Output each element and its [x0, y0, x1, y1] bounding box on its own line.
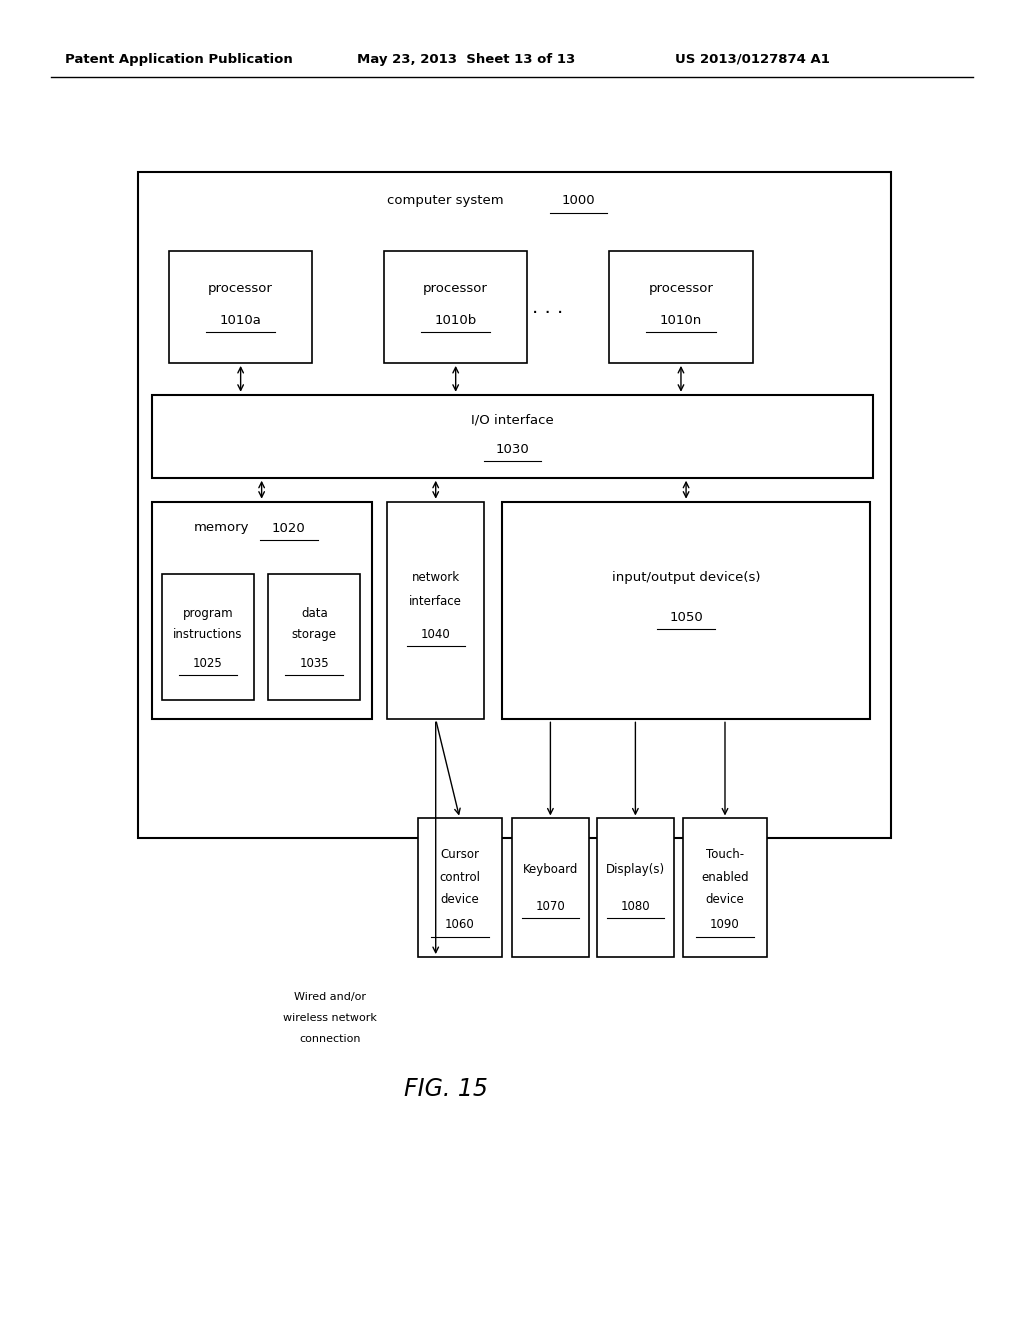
Text: 1020: 1020: [272, 521, 305, 535]
Text: Patent Application Publication: Patent Application Publication: [66, 53, 293, 66]
Text: enabled: enabled: [701, 871, 749, 883]
Text: FIG. 15: FIG. 15: [403, 1077, 487, 1101]
Bar: [502, 502, 870, 719]
Text: computer system: computer system: [387, 194, 504, 207]
Text: interface: interface: [410, 595, 462, 607]
Bar: [597, 818, 674, 957]
Text: data: data: [301, 607, 328, 619]
Text: 1080: 1080: [621, 900, 650, 912]
Text: 1010a: 1010a: [220, 314, 261, 326]
Text: device: device: [706, 894, 744, 906]
Bar: [152, 502, 372, 719]
Text: Display(s): Display(s): [606, 863, 665, 875]
Text: 1060: 1060: [444, 919, 475, 931]
Text: control: control: [439, 871, 480, 883]
Text: Wired and/or: Wired and/or: [294, 991, 366, 1002]
Text: device: device: [440, 894, 479, 906]
Bar: [512, 818, 589, 957]
Text: 1010n: 1010n: [659, 314, 702, 326]
Text: I/O interface: I/O interface: [471, 414, 554, 426]
Text: 1000: 1000: [562, 194, 595, 207]
Text: Keyboard: Keyboard: [522, 863, 579, 875]
Text: connection: connection: [299, 1034, 360, 1044]
Text: 1070: 1070: [536, 900, 565, 912]
Text: processor: processor: [208, 282, 273, 294]
Text: 1040: 1040: [421, 628, 451, 640]
Bar: [683, 818, 767, 957]
Text: 1025: 1025: [193, 657, 223, 669]
Text: Touch-: Touch-: [706, 849, 744, 861]
Text: instructions: instructions: [173, 628, 243, 640]
Text: input/output device(s): input/output device(s): [611, 572, 761, 583]
Text: 1010b: 1010b: [434, 314, 477, 326]
Text: storage: storage: [292, 628, 337, 640]
Bar: [387, 502, 484, 719]
Text: May 23, 2013  Sheet 13 of 13: May 23, 2013 Sheet 13 of 13: [356, 53, 575, 66]
Bar: [609, 251, 753, 363]
Text: 1035: 1035: [300, 657, 329, 669]
Text: 1030: 1030: [496, 444, 529, 455]
Text: US 2013/0127874 A1: US 2013/0127874 A1: [675, 53, 830, 66]
Text: processor: processor: [423, 282, 488, 294]
Text: program: program: [182, 607, 233, 619]
Bar: [162, 574, 254, 700]
Bar: [268, 574, 360, 700]
Text: memory: memory: [194, 521, 249, 535]
Text: Cursor: Cursor: [440, 849, 479, 861]
Text: processor: processor: [648, 282, 714, 294]
Bar: [418, 818, 502, 957]
Bar: [169, 251, 312, 363]
Text: . . .: . . .: [532, 298, 563, 317]
Text: 1090: 1090: [710, 919, 740, 931]
Bar: [152, 395, 873, 478]
Bar: [138, 172, 891, 838]
Bar: [384, 251, 527, 363]
Text: 1050: 1050: [670, 611, 702, 623]
Text: network: network: [412, 572, 460, 583]
Text: wireless network: wireless network: [283, 1012, 377, 1023]
